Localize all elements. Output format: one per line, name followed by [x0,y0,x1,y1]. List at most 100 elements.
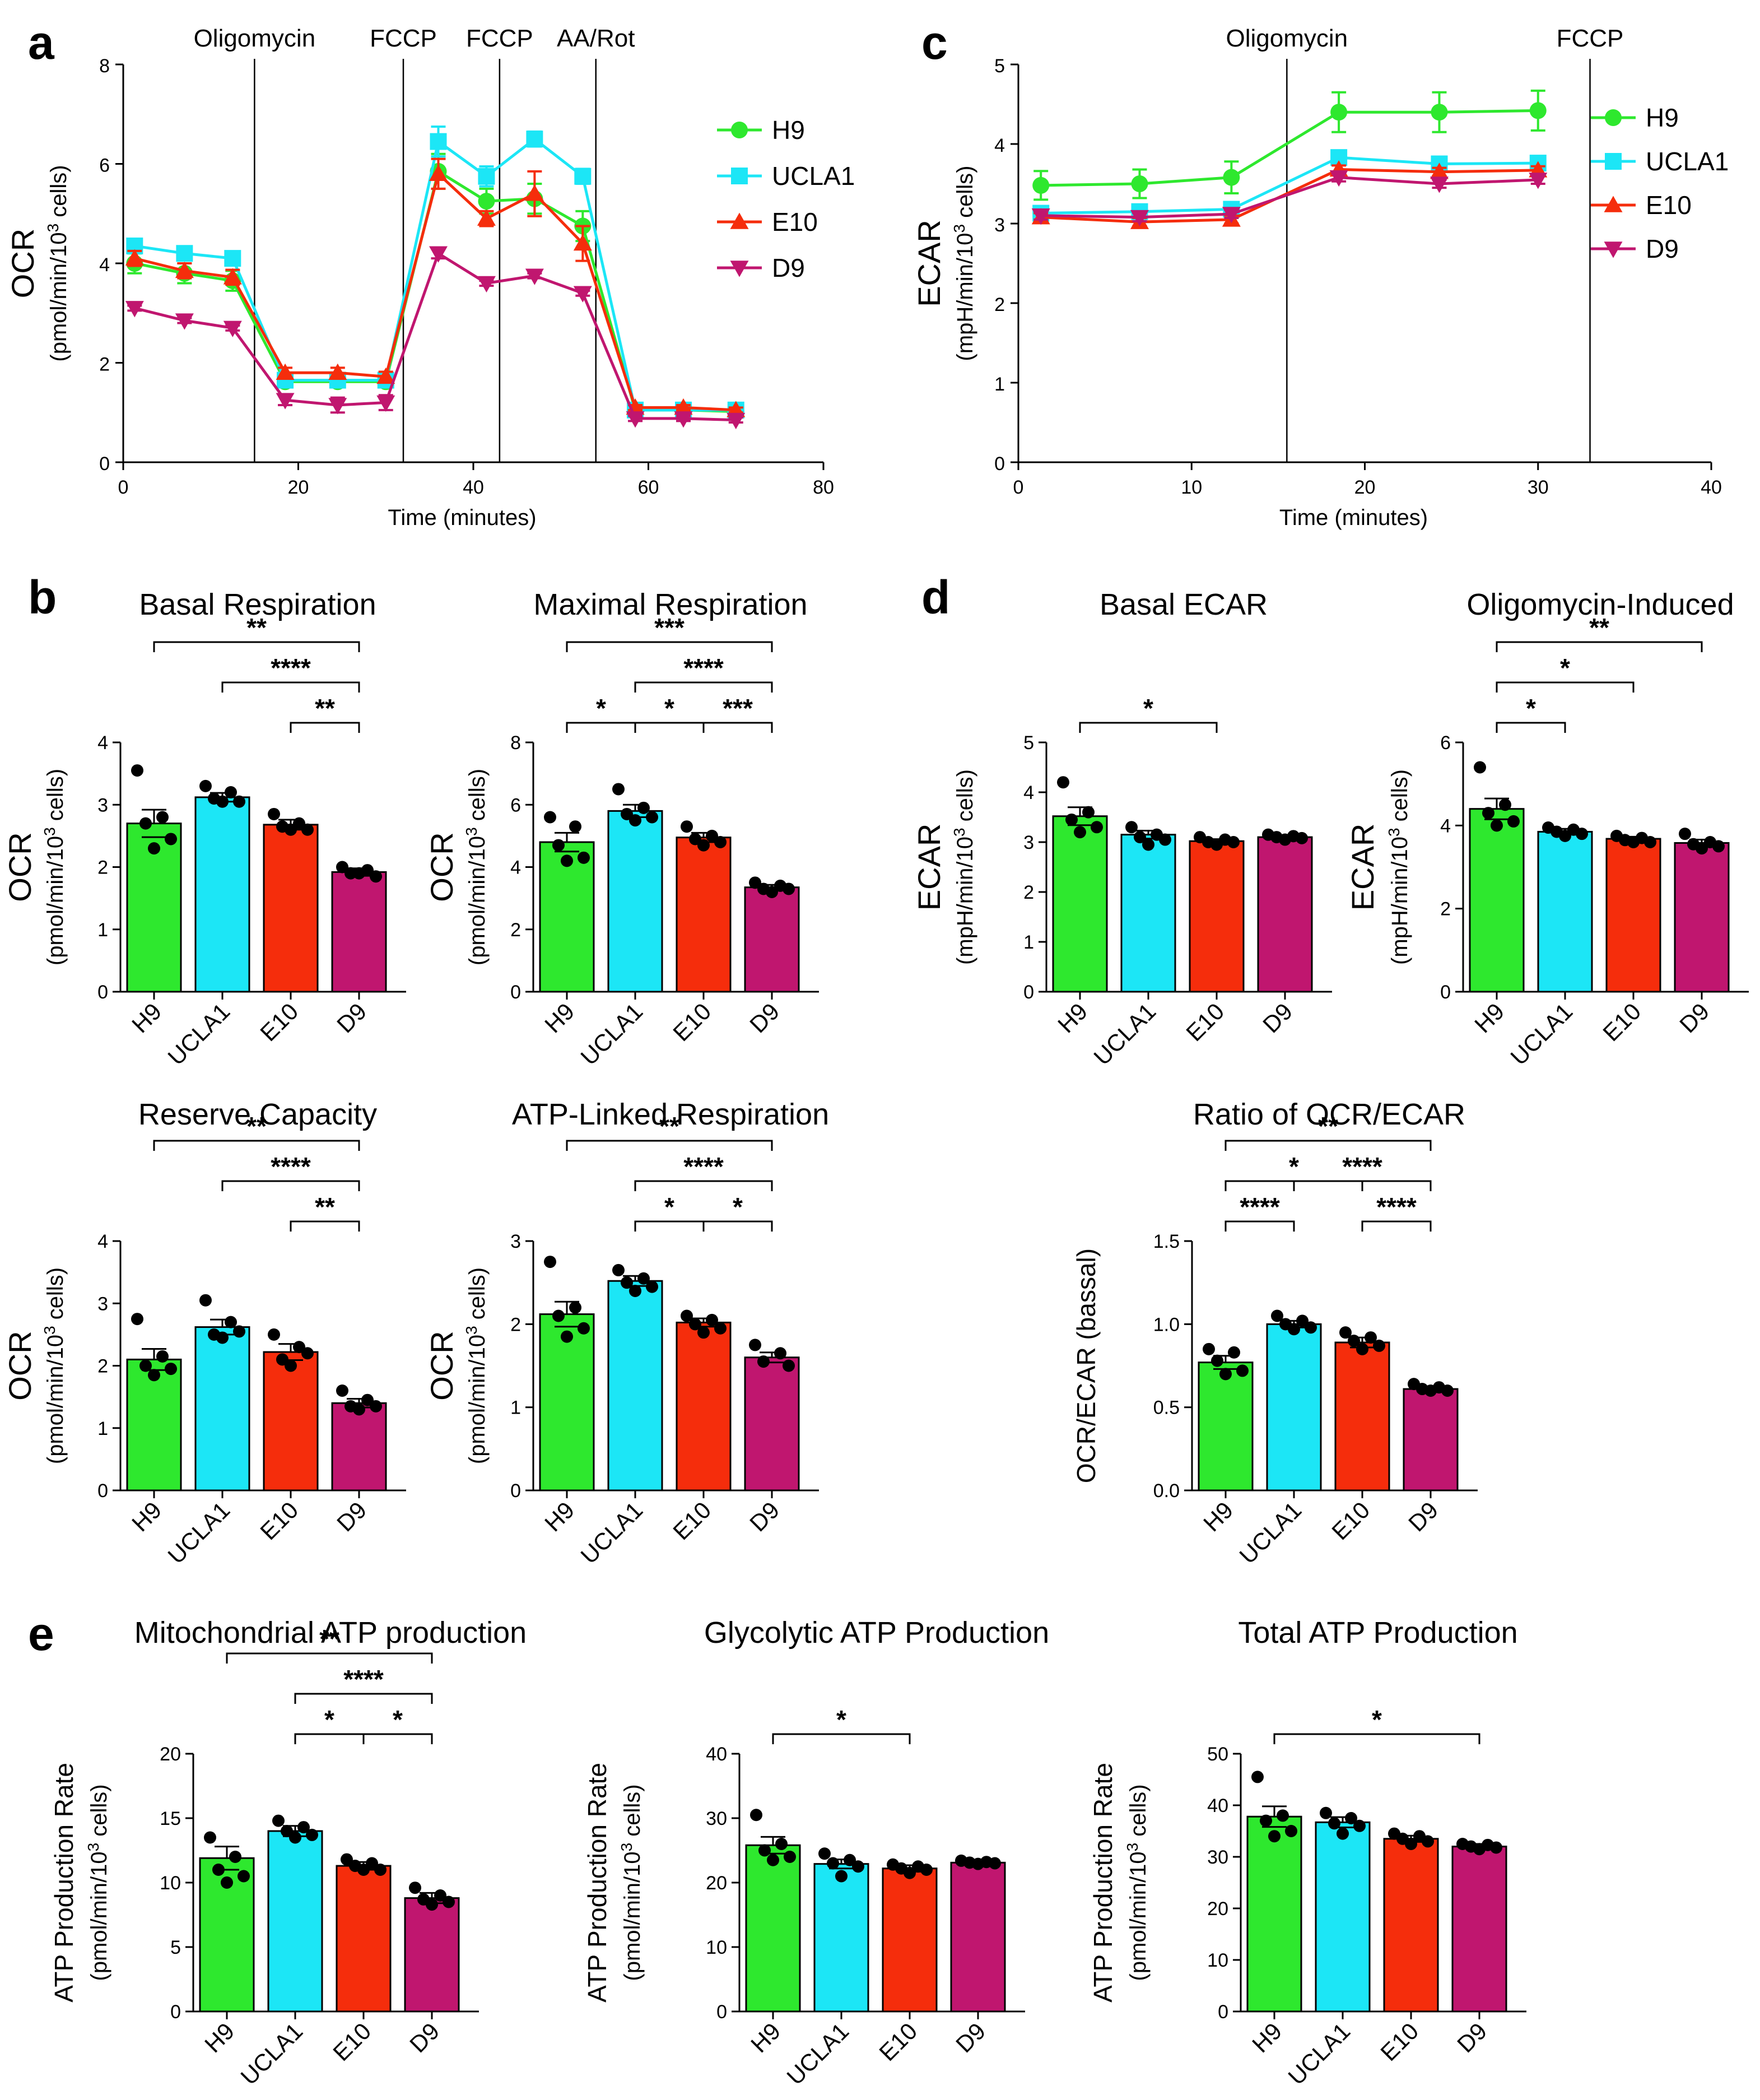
panel-c: c 0 1 2 3 4 5 0 10 20 30 40 Time (minutes) ECAR (mpH/m… [911,16,1729,530]
data-point [1134,831,1146,844]
bar-E10 [336,1865,392,2013]
data-point [578,851,590,864]
data-point [1271,1309,1283,1322]
data-point [784,1851,796,1863]
chart-title: Mitochondrial ATP production [134,1616,527,1650]
category-label: H9 [746,2018,785,2057]
data-point [175,313,194,330]
data-point [552,1309,565,1322]
bar-UCLA1 [194,796,250,993]
data-point [341,1853,353,1866]
data-point [1330,104,1348,121]
y-axis-label: OCR [424,1331,459,1400]
bar-D9 [404,1897,460,2013]
y-axis-unit: (pmol/min/103 cells) [463,1267,490,1464]
significance-bracket [1496,681,1635,693]
y-axis-label: ATP Production Rate [1088,1763,1118,2003]
data-point [199,1294,212,1307]
data-point [827,1857,839,1870]
data-point [1031,208,1050,225]
data-point [697,839,710,852]
y-tick-label: 2 [99,354,110,375]
category-label: E10 [668,998,716,1046]
data-point [430,133,447,150]
bar-H9 [1052,815,1108,993]
data-point [1507,815,1520,828]
data-point [268,1328,280,1341]
bar-E10 [263,824,319,993]
data-point [835,1870,848,1883]
legend-label: H9 [1646,103,1679,132]
significance-bracket [362,1733,433,1744]
data-point [689,833,701,845]
bar-UCLA1 [607,810,663,993]
data-point [1482,807,1494,820]
series-E10 [125,157,746,417]
bar-D9 [1403,1388,1459,1492]
y-tick-label: 6 [1440,732,1451,754]
y-tick-label: 30 [706,1808,727,1829]
bar-H9 [1198,1362,1254,1492]
data-point [306,1828,318,1841]
legend-label: UCLA1 [1646,147,1729,176]
data-point [1473,1843,1486,1856]
legend-label: E10 [1646,191,1692,220]
significance-bracket [1224,1140,1432,1151]
data-point [301,1347,314,1360]
data-point [199,779,212,792]
y-tick-label: 20 [160,1744,181,1765]
data-point [681,820,693,833]
bar-UCLA1 [813,1863,869,2013]
data-point [1348,1335,1360,1347]
y-tick-label: 5 [1023,732,1034,754]
chart-title: Maximal Respiration [533,588,807,621]
data-point [478,168,495,185]
y-axis-label: OCR [2,832,38,902]
chart-title: Basal Respiration [139,588,376,621]
significance-label: * [733,1192,743,1221]
data-point [844,1853,856,1866]
data-point [681,1309,693,1322]
significance-label: **** [271,1152,311,1181]
data-point [293,1341,305,1354]
series-D9 [125,246,746,430]
data-point [353,1403,365,1416]
panel-e1: e Mitochondrial ATP production 0 5 10 15 20 ATP… [28,1607,527,2090]
y-axis-label: OCR/ECAR (bassal) [1072,1248,1101,1483]
y-axis-label: OCR [2,1331,38,1400]
data-point [229,1851,241,1863]
y-tick-label: 2 [1023,882,1034,903]
chart-title: Total ATP Production [1238,1616,1517,1650]
injection-label: Oligomycin [194,25,316,52]
legend-marker [730,212,749,229]
data-point [573,234,592,251]
category-label: D9 [744,998,784,1038]
chart-title: Reserve Capacity [138,1098,377,1131]
category-label: E10 [1181,998,1229,1046]
bar-D9 [1257,836,1313,993]
data-point [225,786,237,798]
y-tick-label: 4 [97,732,108,754]
bar-UCLA1 [194,1326,250,1492]
data-point [525,184,544,201]
data-point [1222,207,1241,224]
y-tick-label: 6 [99,155,110,176]
category-label: E10 [1375,2018,1423,2066]
category-label: UCLA1 [575,1497,648,1569]
category-label: UCLA1 [1283,2018,1355,2090]
y-axis-label: OCR [5,229,40,298]
category-label: E10 [255,1497,303,1545]
bar-H9 [1469,808,1525,993]
bar-H9 [126,1358,182,1492]
data-point [1441,1384,1454,1397]
significance-label: * [1143,694,1153,723]
category-label: E10 [1326,1497,1375,1545]
significance-bracket [294,1693,433,1704]
significance-bracket [1496,722,1566,733]
y-tick-label: 0 [97,1480,108,1502]
data-point [1491,819,1503,832]
data-point [612,1263,625,1276]
panel-d2: Oligomycin-Induced 0 2 4 6 ECAR (mpH/min/103 c… [1345,588,1749,1070]
y-axis-label: ECAR [1345,824,1380,911]
y-tick-label: 8 [99,55,110,77]
